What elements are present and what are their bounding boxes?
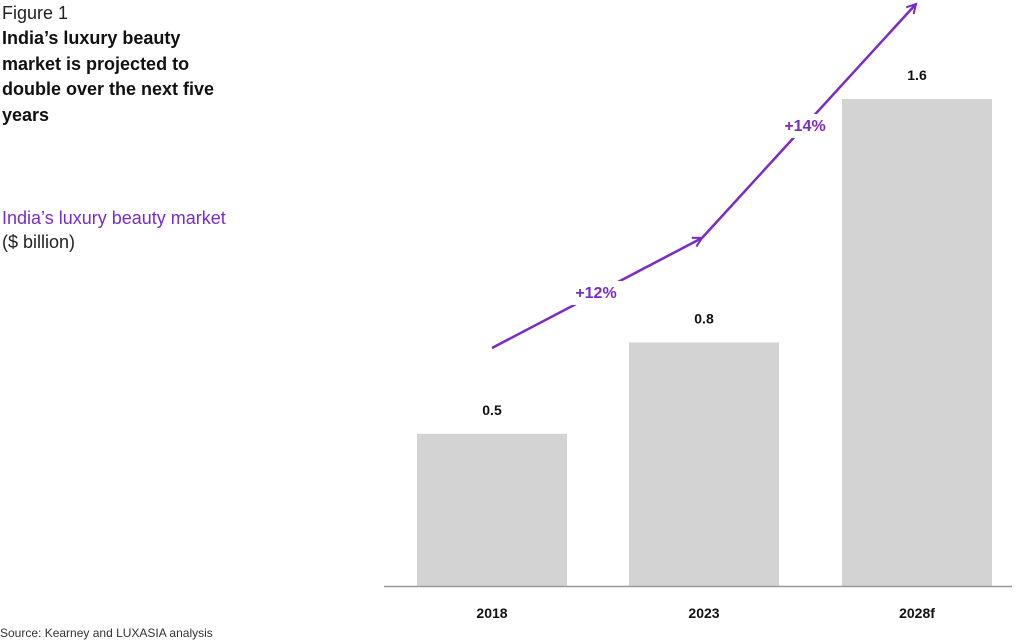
category-label: 2023 (688, 605, 719, 621)
chart-title: India’s luxury beauty market is projecte… (2, 28, 215, 125)
unit-label: ($ billion) (2, 232, 76, 252)
cagr-label-background (778, 114, 832, 138)
figure-label: Figure 1 (2, 3, 69, 23)
cagr-label: +14% (784, 118, 825, 135)
value-label: 0.8 (694, 311, 714, 327)
bar-2028f (842, 99, 992, 586)
cagr-label: +12% (575, 285, 616, 302)
chart-subtitle: India’s luxury beauty market (2, 208, 226, 228)
category-label: 2028f (899, 605, 935, 621)
bar-2023 (629, 342, 779, 586)
source-note: Source: Kearney and LUXASIA analysis (0, 626, 213, 640)
value-label: 1.6 (907, 67, 927, 83)
category-label: 2018 (476, 605, 507, 621)
bar-2018 (417, 433, 567, 586)
cagr-label-background (569, 281, 623, 305)
value-label: 0.5 (482, 402, 502, 418)
